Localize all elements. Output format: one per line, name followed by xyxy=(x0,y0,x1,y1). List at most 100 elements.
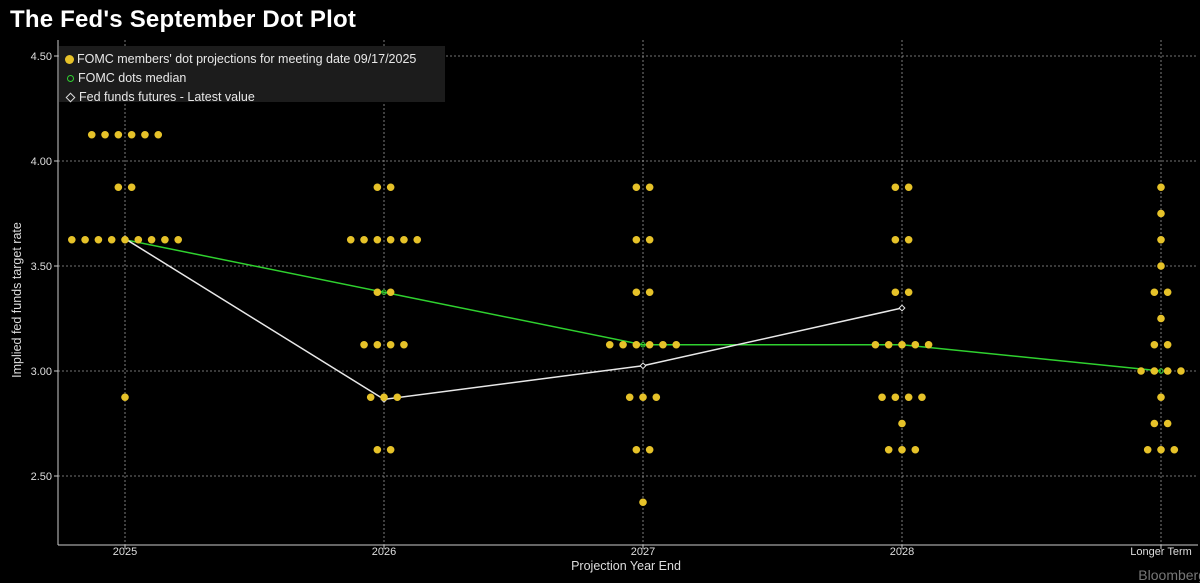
fomc-dot xyxy=(1163,419,1172,428)
fomc-dot xyxy=(1157,445,1165,454)
fomc-dot xyxy=(1157,393,1165,402)
fomc-dot xyxy=(891,288,900,297)
fomc-dot xyxy=(639,393,647,402)
fomc-dot xyxy=(147,235,156,244)
x-tick-label: 2026 xyxy=(372,546,396,558)
fomc-dot xyxy=(632,235,641,244)
fomc-dot xyxy=(393,393,402,402)
fomc-dot xyxy=(81,235,89,244)
y-tick-label: 4.50 xyxy=(31,51,52,63)
grid-lines xyxy=(58,40,1198,545)
fomc-dot xyxy=(632,340,641,349)
fomc-dot xyxy=(373,340,382,349)
fomc-dot xyxy=(904,235,913,244)
fomc-dot xyxy=(161,235,169,244)
fomc-dot xyxy=(871,340,880,349)
fomc-dot xyxy=(632,288,641,297)
fomc-dot xyxy=(924,340,933,349)
ring-marker-icon xyxy=(67,74,74,82)
fomc-dot xyxy=(672,340,681,349)
fomc-dot xyxy=(625,393,634,402)
futures-point xyxy=(639,362,647,370)
fomc-dot xyxy=(898,419,906,428)
fomc-dot xyxy=(373,288,382,297)
y-tick-label: 3.50 xyxy=(31,261,52,273)
fomc-dot xyxy=(878,393,886,402)
fomc-dot xyxy=(114,130,123,139)
fomc-dot xyxy=(904,393,913,402)
diamond-marker-icon xyxy=(65,92,76,102)
fomc-dot xyxy=(1163,288,1172,297)
fomc-dot xyxy=(891,393,900,402)
dot-marker-icon xyxy=(65,54,74,64)
fomc-dot xyxy=(373,235,382,244)
legend-label-dots: FOMC members' dot projections for meetin… xyxy=(77,52,417,66)
fomc-dot xyxy=(639,498,647,507)
futures-point xyxy=(898,304,906,312)
legend-item-futures: Fed funds futures - Latest value xyxy=(59,89,445,105)
fomc-dot xyxy=(619,340,627,349)
fomc-dot xyxy=(645,340,654,349)
legend-label-median: FOMC dots median xyxy=(78,71,187,85)
fomc-dot xyxy=(121,235,129,244)
fomc-dot xyxy=(68,235,76,244)
y-tick-label: 3.00 xyxy=(31,366,52,378)
fomc-dot xyxy=(1157,209,1165,218)
fomc-dot xyxy=(605,340,614,349)
fomc-dot xyxy=(904,288,913,297)
fomc-dot xyxy=(154,130,163,139)
fomc-dot xyxy=(373,183,382,192)
fomc-dot xyxy=(1150,288,1159,297)
fomc-dot xyxy=(911,340,920,349)
fomc-dot xyxy=(360,340,368,349)
fomc-dot xyxy=(121,393,129,402)
fomc-dot xyxy=(373,445,382,454)
fomc-dot xyxy=(1150,419,1159,428)
fomc-dot xyxy=(386,183,395,192)
fomc-dot xyxy=(386,288,395,297)
fomc-dot xyxy=(1170,445,1179,454)
x-tick-label: 2025 xyxy=(113,546,137,558)
median-line xyxy=(124,239,1162,372)
fomc-dot xyxy=(101,130,109,139)
median-point xyxy=(640,342,646,348)
fomc-dot xyxy=(1143,445,1152,454)
fomc-dot xyxy=(659,340,667,349)
fomc-dot xyxy=(891,235,900,244)
fomc-dot xyxy=(1163,340,1172,349)
axis-labels: 2.50 3.00 3.50 4.00 4.50 2025 2026 2027 2028 Long… xyxy=(10,51,1192,573)
fomc-dot xyxy=(898,445,906,454)
legend-item-median: FOMC dots median xyxy=(59,70,445,86)
chart-title: The Fed's September Dot Plot xyxy=(10,6,357,33)
fomc-dot xyxy=(380,393,388,402)
fomc-dot xyxy=(107,235,116,244)
x-tick-label: 2028 xyxy=(890,546,914,558)
fomc-dot xyxy=(386,235,395,244)
axes xyxy=(54,40,1198,549)
fomc-dot xyxy=(645,183,654,192)
fomc-dot xyxy=(413,235,422,244)
legend-label-futures: Fed funds futures - Latest value xyxy=(79,90,255,104)
median-point xyxy=(381,289,387,295)
futures-line xyxy=(124,238,903,401)
fomc-dot xyxy=(1157,235,1165,244)
fomc-dot xyxy=(127,183,136,192)
y-axis-title: Implied fed funds target rate xyxy=(10,222,24,378)
fomc-dot xyxy=(127,130,136,139)
fomc-dot xyxy=(904,183,913,192)
fomc-dot xyxy=(918,393,926,402)
fomc-dot xyxy=(1157,262,1165,270)
fomc-dot xyxy=(652,393,661,402)
fomc-dot xyxy=(645,445,654,454)
x-axis-title: Projection Year End xyxy=(571,559,681,573)
fomc-dot xyxy=(94,235,103,244)
fomc-dot xyxy=(1137,367,1145,375)
fomc-dot xyxy=(174,235,182,244)
fomc-dot xyxy=(632,183,641,192)
y-tick-label: 4.00 xyxy=(31,156,52,168)
fomc-dot xyxy=(346,235,355,244)
median-point xyxy=(1158,368,1164,374)
x-tick-label: Longer Term xyxy=(1130,546,1192,558)
fomc-dot xyxy=(645,235,654,244)
legend-item-dots: FOMC members' dot projections for meetin… xyxy=(59,51,445,67)
